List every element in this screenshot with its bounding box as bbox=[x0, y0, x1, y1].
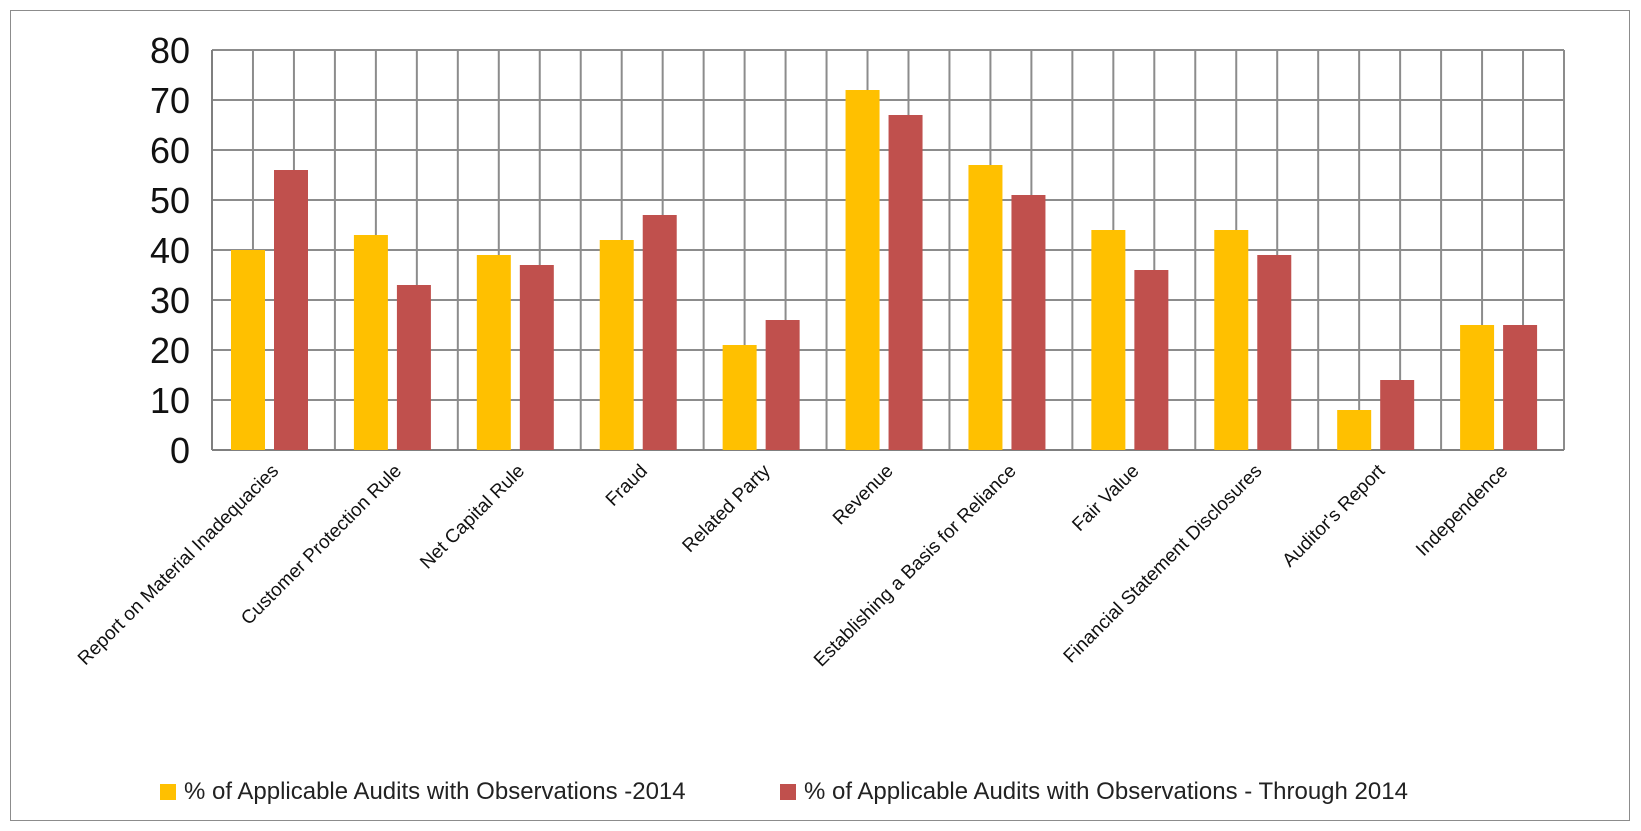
bar-through-2014 bbox=[765, 320, 800, 450]
y-tick-label: 10 bbox=[150, 380, 190, 421]
bar-through-2014 bbox=[519, 265, 554, 450]
legend-swatch-2014 bbox=[160, 784, 176, 800]
legend-item-through-2014: % of Applicable Audits with Observations… bbox=[780, 778, 1408, 806]
legend-label-2014: % of Applicable Audits with Observations… bbox=[184, 778, 686, 805]
bar-2014 bbox=[1091, 230, 1126, 450]
x-tick-label: Establishing a Basis for Reliance bbox=[810, 461, 1021, 672]
legend-swatch-through-2014 bbox=[780, 784, 796, 800]
y-tick-label: 0 bbox=[170, 430, 190, 471]
bar-through-2014 bbox=[642, 215, 677, 450]
bar-through-2014 bbox=[1134, 270, 1169, 450]
bar-through-2014 bbox=[396, 285, 431, 450]
y-tick-label: 30 bbox=[150, 280, 190, 321]
bar-2014 bbox=[1337, 410, 1372, 450]
bar-2014 bbox=[476, 255, 511, 450]
y-tick-label: 50 bbox=[150, 180, 190, 221]
y-tick-label: 40 bbox=[150, 230, 190, 271]
x-tick-label: Fraud bbox=[602, 461, 652, 511]
x-tick-label: Report on Material Inadequacies bbox=[74, 461, 283, 670]
bar-through-2014 bbox=[1011, 195, 1046, 450]
bar-through-2014 bbox=[888, 115, 923, 450]
legend-item-2014: % of Applicable Audits with Observations… bbox=[160, 778, 686, 806]
y-tick-label: 70 bbox=[150, 80, 190, 121]
bar-2014 bbox=[1214, 230, 1249, 450]
x-tick-label: Revenue bbox=[829, 461, 898, 530]
chart-legend: % of Applicable Audits with Observations… bbox=[0, 778, 1641, 814]
bar-2014 bbox=[1460, 325, 1495, 450]
chart-frame bbox=[10, 10, 1630, 821]
x-tick-label: Fair Value bbox=[1068, 461, 1143, 536]
bar-2014 bbox=[722, 345, 757, 450]
y-tick-label: 20 bbox=[150, 330, 190, 371]
bar-through-2014 bbox=[274, 170, 308, 450]
bar-2014 bbox=[599, 240, 634, 450]
y-tick-label: 80 bbox=[150, 30, 190, 71]
bar-2014 bbox=[968, 165, 1003, 450]
x-tick-label: Net Capital Rule bbox=[416, 461, 529, 574]
x-tick-label: Independence bbox=[1412, 461, 1512, 561]
x-tick-label: Auditor's Report bbox=[1279, 460, 1390, 571]
bar-through-2014 bbox=[1380, 380, 1415, 450]
bar-2014 bbox=[231, 250, 265, 450]
bar-2014 bbox=[845, 90, 880, 450]
x-tick-label: Financial Statement Disclosures bbox=[1060, 461, 1267, 668]
legend-label-through-2014: % of Applicable Audits with Observations… bbox=[804, 778, 1408, 805]
x-tick-label: Related Party bbox=[679, 460, 776, 557]
bar-2014 bbox=[353, 235, 388, 450]
bar-through-2014 bbox=[1503, 325, 1538, 450]
y-tick-label: 60 bbox=[150, 130, 190, 171]
bar-through-2014 bbox=[1257, 255, 1292, 450]
